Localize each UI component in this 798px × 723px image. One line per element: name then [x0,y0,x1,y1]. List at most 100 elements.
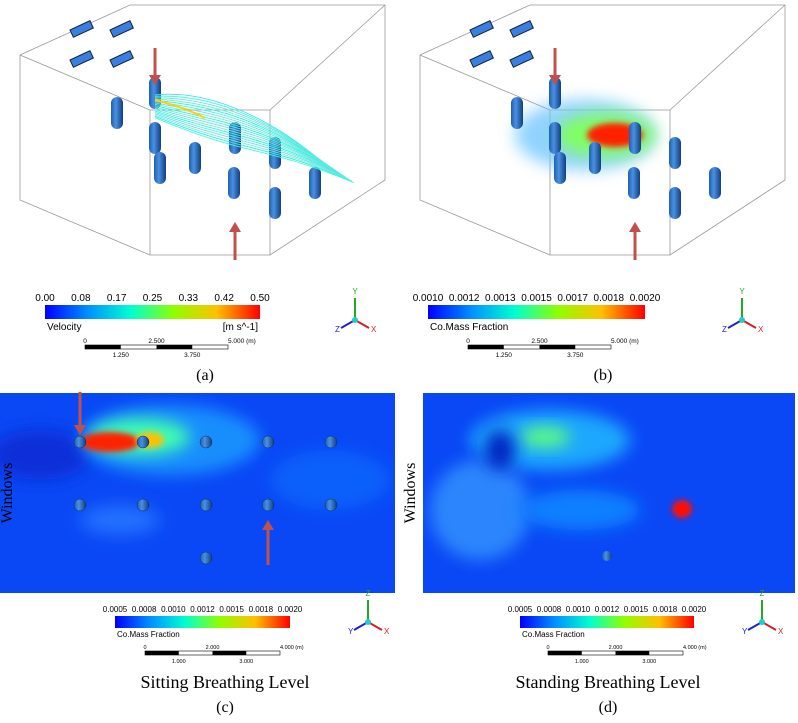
axis-label: Y [352,287,358,296]
column-top [602,551,612,561]
colorbar-tick-label: 0.0020 [682,605,707,614]
colorbar [520,616,694,628]
scale-label: 1.250 [113,352,130,359]
column-top [199,551,213,565]
colorbar [115,616,290,628]
streamline [154,107,341,174]
streamline [154,113,349,180]
scale-label: 2.000 [206,645,220,651]
colorbar-title: Co.Mass Fraction [117,630,180,639]
axis-label: Y [348,627,354,636]
colorbar-title: Co.Mass Fraction [522,630,585,639]
arrow-head [629,222,641,232]
column-top [73,435,87,449]
scale-label: 1.000 [172,659,186,665]
axis-label: Y [739,287,745,296]
streamline [154,98,327,165]
scale-label: 1.000 [575,659,589,665]
panel-label: (b) [594,367,613,384]
column [628,167,640,199]
window [469,20,494,38]
panel-label: (c) [216,699,234,716]
room-3d [419,4,786,260]
scale-label: 0 [143,645,146,651]
concentration [80,432,140,452]
colorbar-tick-label: 0.0010 [413,293,444,304]
plan-view [423,393,795,593]
axis-label: Z [722,325,727,334]
side-label: Windows [0,463,16,524]
colorbar-tick-label: 0.00 [35,293,55,304]
column-top [136,498,150,512]
window [509,20,534,38]
colorbar-tick-label: 0.0018 [594,293,625,304]
scale-label: 5.000 (m) [228,338,256,345]
column [554,152,566,184]
caption: Sitting Breathing Level [141,672,310,692]
colorbar-tick-label: 0.0018 [653,605,678,614]
streamline [154,101,331,168]
axis-origin [759,619,765,625]
window [469,50,494,68]
axis-label: X [371,325,377,334]
panel-label: (a) [196,367,214,384]
axis-label: Y [742,627,748,636]
streamline [154,115,353,182]
colorbar-tick-label: 0.0012 [449,293,480,304]
scale-label: 1.250 [496,352,513,359]
room-edge [19,54,151,255]
column [549,122,561,154]
colorbar-tick-label: 0.0017 [557,293,588,304]
concentration [430,460,530,560]
arrow-head [229,222,241,232]
colorbar-title: Velocity [47,322,81,333]
colorbar-tick-label: 0.0005 [103,605,128,614]
axis-label: X [758,325,764,334]
concentration [520,490,640,530]
room-edge [269,4,386,111]
colorbar-tick-label: 0.0013 [485,293,516,304]
axis-origin [365,619,371,625]
column-top [199,435,213,449]
streamline [154,105,337,172]
column [189,142,201,174]
colorbar-tick-label: 0.0018 [249,605,274,614]
scale-label: 2.500 [531,338,548,345]
column-top [136,435,150,449]
scale-bar-seg [212,651,247,655]
scale-label: 4.000 (m) [280,645,304,651]
streamline [154,97,325,164]
colorbar-tick-label: 0.33 [179,293,199,304]
column [309,167,321,199]
window [109,20,134,38]
column [149,122,161,154]
room-edge [669,4,786,111]
room-edge [419,4,786,256]
column-top [199,498,213,512]
scale-bar-seg [156,345,193,349]
window [509,50,534,68]
column [511,97,523,129]
colorbar-tick-label: 0.0020 [630,293,661,304]
axis-label: X [778,627,784,636]
colorbar-tick-label: 0.0012 [595,605,620,614]
scale-label: 0 [83,338,87,345]
colorbar-tick-label: 0.0010 [161,605,186,614]
colorbar-tick-label: 0.0012 [190,605,215,614]
colorbar-tick-label: 0.0015 [624,605,649,614]
column [669,137,681,169]
scale-label: 4.000 (m) [683,645,707,651]
colorbar-tick-label: 0.0015 [219,605,244,614]
streamline [154,99,206,119]
scale-label: 0 [546,645,549,651]
column-top [324,498,338,512]
column [709,167,721,199]
arrow-head [262,520,274,530]
axis-origin [739,317,745,323]
streamline [154,110,345,177]
column [589,142,601,174]
axis-label: X [384,627,390,636]
scale-label: 0 [466,338,470,345]
